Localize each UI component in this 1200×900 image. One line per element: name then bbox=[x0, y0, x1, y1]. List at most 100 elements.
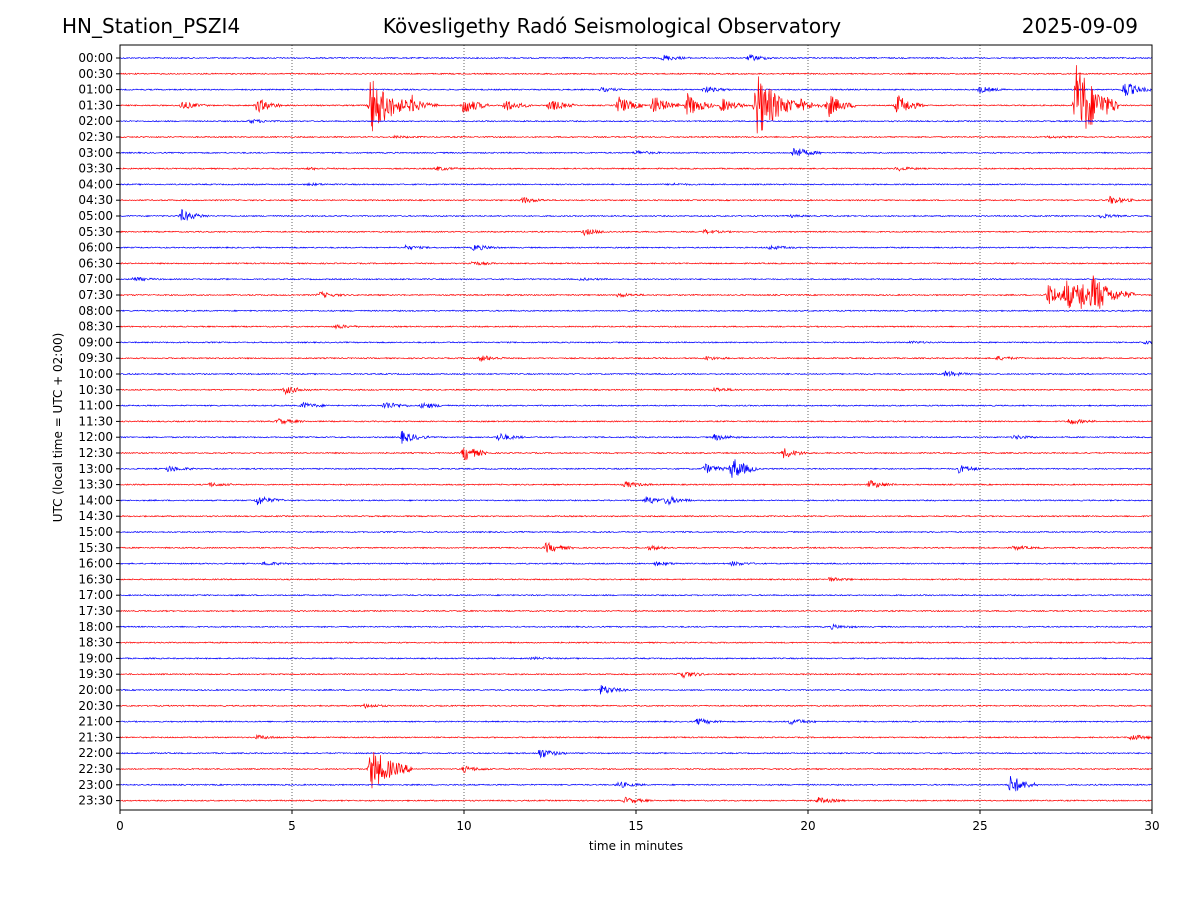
trace-2200 bbox=[119, 749, 1152, 759]
trace-0030 bbox=[119, 72, 1152, 76]
trace-1630 bbox=[119, 576, 1152, 582]
trace-1530 bbox=[119, 541, 1152, 553]
trace-1000 bbox=[119, 370, 1152, 377]
trace-1730 bbox=[119, 609, 1152, 613]
trace-1300 bbox=[119, 459, 1152, 478]
y-tick-label: 19:30 bbox=[78, 667, 113, 681]
trace-0500 bbox=[119, 209, 1152, 221]
y-tick-label: 00:00 bbox=[78, 51, 113, 65]
y-tick-label: 14:30 bbox=[78, 509, 113, 523]
y-tick-label: 03:00 bbox=[78, 146, 113, 160]
x-tick-label: 20 bbox=[800, 819, 815, 833]
trace-2100 bbox=[119, 718, 1152, 726]
y-tick-label: 04:30 bbox=[78, 193, 113, 207]
y-tick-label: 02:00 bbox=[78, 114, 113, 128]
y-tick-label: 08:00 bbox=[78, 304, 113, 318]
y-tick-label: 13:00 bbox=[78, 462, 113, 476]
y-tick-label: 09:00 bbox=[78, 335, 113, 349]
trace-0330 bbox=[119, 166, 1152, 172]
trace-1700 bbox=[119, 593, 1152, 597]
y-tick-label: 07:00 bbox=[78, 272, 113, 286]
y-tick-label: 05:30 bbox=[78, 225, 113, 239]
y-tick-label: 03:30 bbox=[78, 162, 113, 176]
trace-0230 bbox=[119, 134, 1152, 139]
x-tick-label: 30 bbox=[1144, 819, 1159, 833]
trace-0600 bbox=[119, 244, 1152, 251]
trace-1500 bbox=[119, 530, 1152, 534]
x-tick-label: 25 bbox=[972, 819, 987, 833]
trace-1830 bbox=[119, 641, 1152, 644]
x-axis-label: time in minutes bbox=[589, 839, 683, 853]
trace-0400 bbox=[119, 182, 1152, 187]
y-tick-label: 06:00 bbox=[78, 241, 113, 255]
y-tick-label: 21:30 bbox=[78, 730, 113, 744]
y-tick-label: 11:30 bbox=[78, 414, 113, 428]
trace-1400 bbox=[119, 495, 1152, 506]
trace-1930 bbox=[119, 671, 1152, 679]
trace-1600 bbox=[119, 560, 1152, 567]
trace-2230 bbox=[119, 752, 1152, 789]
y-tick-label: 00:30 bbox=[78, 67, 113, 81]
x-tick-label: 10 bbox=[456, 819, 471, 833]
seismogram-traces bbox=[119, 53, 1152, 804]
trace-0430 bbox=[119, 195, 1152, 204]
y-tick-label: 23:00 bbox=[78, 778, 113, 792]
y-tick-label: 06:30 bbox=[78, 256, 113, 270]
trace-0800 bbox=[119, 309, 1152, 313]
y-tick-label: 20:00 bbox=[78, 683, 113, 697]
trace-0130 bbox=[119, 65, 1152, 134]
trace-1200 bbox=[119, 430, 1152, 444]
y-tick-label: 04:00 bbox=[78, 177, 113, 191]
trace-1900 bbox=[119, 655, 1152, 660]
trace-0000 bbox=[119, 53, 1152, 62]
y-tick-label: 15:00 bbox=[78, 525, 113, 539]
trace-2000 bbox=[119, 685, 1152, 695]
y-tick-label: 05:00 bbox=[78, 209, 113, 223]
trace-0300 bbox=[119, 147, 1152, 157]
trace-1330 bbox=[119, 479, 1152, 488]
trace-0200 bbox=[119, 118, 1152, 125]
trace-0700 bbox=[119, 276, 1152, 282]
y-tick-label: 20:30 bbox=[78, 699, 113, 713]
y-tick-label: 22:30 bbox=[78, 762, 113, 776]
trace-0900 bbox=[119, 340, 1152, 345]
trace-1430 bbox=[119, 514, 1152, 518]
station-name: HN_Station_PSZI4 bbox=[62, 14, 241, 38]
trace-2130 bbox=[119, 733, 1152, 741]
trace-0830 bbox=[119, 324, 1152, 330]
trace-1100 bbox=[119, 401, 1152, 410]
trace-0730 bbox=[119, 275, 1152, 309]
y-axis-label: UTC (local time = UTC + 02:00) bbox=[51, 333, 65, 523]
trace-1230 bbox=[119, 447, 1152, 461]
y-tick-label: 14:00 bbox=[78, 493, 113, 507]
x-axis-ticks: 0 5 10 15 20 25 30 bbox=[116, 810, 1160, 833]
y-tick-label: 17:30 bbox=[78, 604, 113, 618]
y-tick-label: 16:30 bbox=[78, 572, 113, 586]
y-tick-label: 21:00 bbox=[78, 715, 113, 729]
y-tick-label: 02:30 bbox=[78, 130, 113, 144]
y-tick-label: 09:30 bbox=[78, 351, 113, 365]
y-tick-label: 10:30 bbox=[78, 383, 113, 397]
y-tick-label: 22:00 bbox=[78, 746, 113, 760]
trace-2330 bbox=[119, 796, 1152, 804]
y-tick-label: 08:30 bbox=[78, 320, 113, 334]
y-tick-label: 01:30 bbox=[78, 98, 113, 112]
trace-2030 bbox=[119, 703, 1152, 710]
x-tick-label: 15 bbox=[628, 819, 643, 833]
chart-title: Kövesligethy Radó Seismological Observat… bbox=[382, 14, 842, 38]
y-tick-label: 07:30 bbox=[78, 288, 113, 302]
y-tick-label: 18:30 bbox=[78, 636, 113, 650]
y-tick-label: 23:30 bbox=[78, 794, 113, 808]
y-tick-label: 13:30 bbox=[78, 478, 113, 492]
y-tick-label: 11:00 bbox=[78, 399, 113, 413]
trace-0100 bbox=[119, 83, 1152, 96]
x-tick-label: 5 bbox=[288, 819, 296, 833]
trace-1130 bbox=[119, 418, 1152, 425]
trace-2300 bbox=[119, 776, 1152, 792]
y-tick-label: 17:00 bbox=[78, 588, 113, 602]
trace-0630 bbox=[119, 260, 1152, 266]
trace-0930 bbox=[119, 355, 1152, 362]
x-tick-label: 0 bbox=[116, 819, 124, 833]
